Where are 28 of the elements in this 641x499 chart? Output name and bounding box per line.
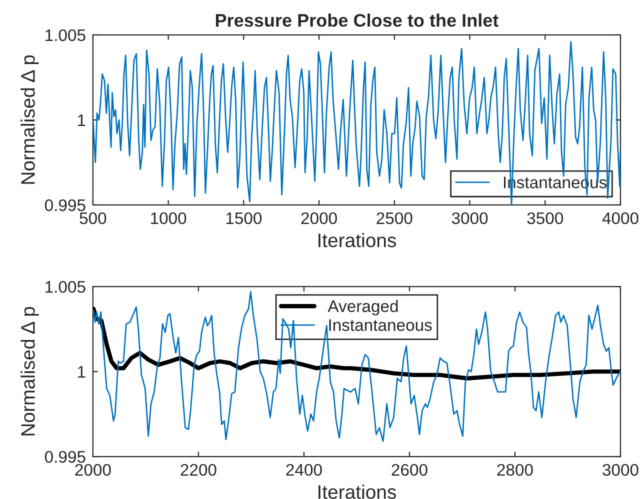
x-axis-title: Iterations bbox=[318, 232, 396, 248]
y-tick-label: 1 bbox=[78, 114, 86, 126]
x-tick-label: 1000 bbox=[151, 212, 186, 224]
y-tick-label: 1.005 bbox=[46, 29, 86, 42]
y-axis-title: Normalised Δ p bbox=[20, 306, 39, 436]
legend-label: Instantaneous bbox=[329, 319, 432, 332]
y-tick-label: 0.995 bbox=[44, 450, 86, 463]
y-tick-label: 0.995 bbox=[44, 199, 86, 212]
chart-title: Pressure Probe Close to the Inlet bbox=[216, 14, 498, 27]
x-tick-label: 2500 bbox=[376, 212, 412, 224]
y-axis-title: Normalised Δ p bbox=[20, 55, 39, 184]
legend-label: Averaged bbox=[328, 300, 398, 316]
x-tick-label: 2000 bbox=[301, 212, 337, 224]
x-tick-label: 4000 bbox=[602, 212, 638, 224]
y-tick-label: 1 bbox=[78, 366, 86, 378]
line-series bbox=[92, 290, 620, 442]
x-tick-label: 2800 bbox=[497, 464, 533, 476]
x-tick-label: 3500 bbox=[527, 212, 564, 224]
x-tick-label: 3000 bbox=[452, 212, 488, 224]
x-tick-label: 1500 bbox=[226, 212, 262, 224]
x-axis-title: Iterations bbox=[318, 484, 396, 499]
x-tick-label: 500 bbox=[80, 212, 106, 224]
x-tick-label: 2200 bbox=[180, 464, 216, 476]
y-tick-label: 1.005 bbox=[46, 280, 86, 293]
x-tick-label: 2000 bbox=[75, 464, 111, 476]
x-tick-label: 2400 bbox=[286, 464, 322, 476]
x-tick-label: 2600 bbox=[392, 464, 428, 476]
x-tick-label: 3000 bbox=[602, 464, 638, 476]
